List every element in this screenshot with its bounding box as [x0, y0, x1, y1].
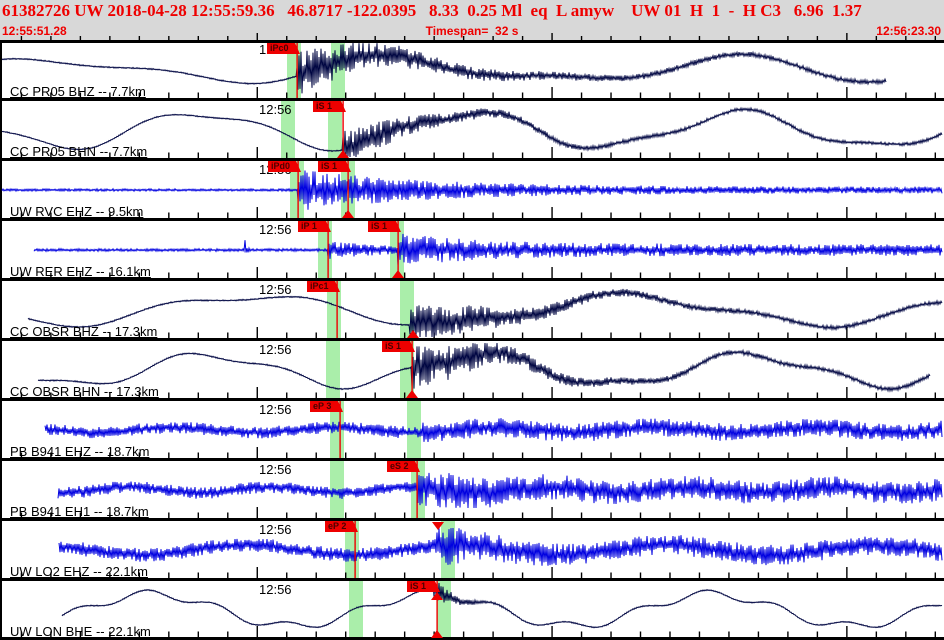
waveform-trace-cc-obsr-bhz[interactable] [27, 288, 943, 338]
waveform-trace-uw-lo2-ehz[interactable] [58, 527, 943, 566]
arrival-window-band [328, 101, 342, 158]
minute-label: 12:56 [259, 222, 292, 237]
minute-label: 12:56 [259, 522, 292, 537]
arrival-window-band [349, 581, 363, 638]
pick-marker-triangle [432, 522, 444, 530]
pick-line[interactable] [416, 461, 418, 518]
pick-flag-ep-3[interactable]: eP 3 [310, 401, 343, 412]
station-label-pb-b941-ehz: PB B941 EHZ -- 18.7km [10, 444, 150, 459]
waveform-trace-uw-rvc-ehz[interactable] [1, 170, 943, 210]
pick-line[interactable] [336, 281, 338, 338]
waveform-trace-cc-pr05-bhn[interactable] [1, 106, 943, 158]
pick-marker-triangle [431, 630, 443, 638]
window-start-time: 12:55:51.28 [2, 24, 67, 38]
minute-label: 12:56 [259, 582, 292, 597]
arrival-window-band [407, 401, 421, 458]
station-label-uw-lon-bhe: UW LON BHE -- 22.1km [10, 624, 151, 639]
pick-marker-triangle [407, 330, 419, 338]
pick-marker-triangle [431, 592, 443, 600]
pick-line[interactable] [436, 581, 438, 638]
station-label-uw-rer-ehz: UW RER EHZ -- 16.1km [10, 264, 151, 279]
station-label-uw-rvc-ehz: UW RVC EHZ -- 9.5km [10, 204, 144, 219]
minute-label: 12:56 [259, 462, 292, 477]
pick-marker-triangle [392, 270, 404, 278]
waveform-trace-uw-lon-bhe[interactable] [61, 582, 943, 629]
pick-line[interactable] [327, 221, 329, 278]
pick-flag-is-1[interactable]: iS 1 [368, 221, 401, 232]
waveform-trace-cc-pr05-bhz[interactable] [1, 42, 887, 94]
station-label-cc-pr05-bhz: CC PR05 BHZ -- 7.7km [10, 84, 146, 99]
window-end-time: 12:56:23.30 [876, 24, 941, 38]
arrival-window-band [326, 341, 340, 398]
arrival-window-band [330, 461, 344, 518]
pick-flag-is-1[interactable]: iS 1 [318, 161, 351, 172]
event-summary-line: 61382726 UW 2018-04-28 12:55:59.36 46.87… [2, 1, 862, 20]
pick-marker-triangle [342, 210, 354, 218]
station-label-cc-obsr-bhn: CC OBSR BHN -- 17.3km [10, 384, 159, 399]
station-label-cc-pr05-bhn: CC PR05 BHN -- 7.7km [10, 144, 148, 159]
pick-flag-ep-2[interactable]: eP 2 [325, 521, 358, 532]
pick-line[interactable] [347, 161, 349, 218]
station-label-uw-lo2-ehz: UW LO2 EHZ -- 22.1km [10, 564, 148, 579]
pick-line[interactable] [411, 341, 413, 398]
waveform-trace-uw-rer-ehz[interactable] [33, 233, 943, 266]
station-label-pb-b941-eh1: PB B941 EH1 -- 18.7km [10, 504, 149, 519]
pick-flag-ipc0[interactable]: iPc0 [267, 43, 300, 54]
pick-flag-ip-1[interactable]: iP 1 [298, 221, 331, 232]
minute-label: 12:56 [259, 102, 292, 117]
station-label-cc-obsr-bhz: CC OBSR BHZ -- 17.3km [10, 324, 158, 339]
waveform-trace-cc-obsr-bhn[interactable] [37, 342, 931, 393]
arrival-window-band [281, 101, 295, 158]
pick-flag-is-1[interactable]: iS 1 [407, 581, 440, 592]
pick-line[interactable] [296, 43, 298, 98]
pick-line[interactable] [339, 401, 341, 458]
minute-label: 12:56 [259, 402, 292, 417]
timespan-label: Timespan= 32 s [425, 24, 519, 38]
waveform-trace-pb-b941-ehz[interactable] [44, 418, 943, 443]
pick-flag-is-1[interactable]: iS 1 [313, 101, 346, 112]
pick-line[interactable] [342, 101, 344, 158]
waveform-trace-pb-b941-eh1[interactable] [57, 472, 943, 509]
pick-flag-ipd0[interactable]: iPd0 [268, 161, 301, 172]
pick-line[interactable] [297, 161, 299, 218]
arrival-window-band [400, 341, 414, 398]
pick-marker-triangle [406, 390, 418, 398]
pick-flag-is-1[interactable]: iS 1 [382, 341, 415, 352]
pick-flag-ipc1[interactable]: iPc1 [307, 281, 340, 292]
minute-label: 12:56 [259, 342, 292, 357]
pick-line[interactable] [354, 521, 356, 578]
pick-marker-triangle [337, 150, 349, 158]
event-header: 61382726 UW 2018-04-28 12:55:59.36 46.87… [0, 0, 944, 40]
pick-line[interactable] [397, 221, 399, 278]
minute-label: 12:56 [259, 282, 292, 297]
pick-flag-es-2[interactable]: eS 2 [387, 461, 420, 472]
